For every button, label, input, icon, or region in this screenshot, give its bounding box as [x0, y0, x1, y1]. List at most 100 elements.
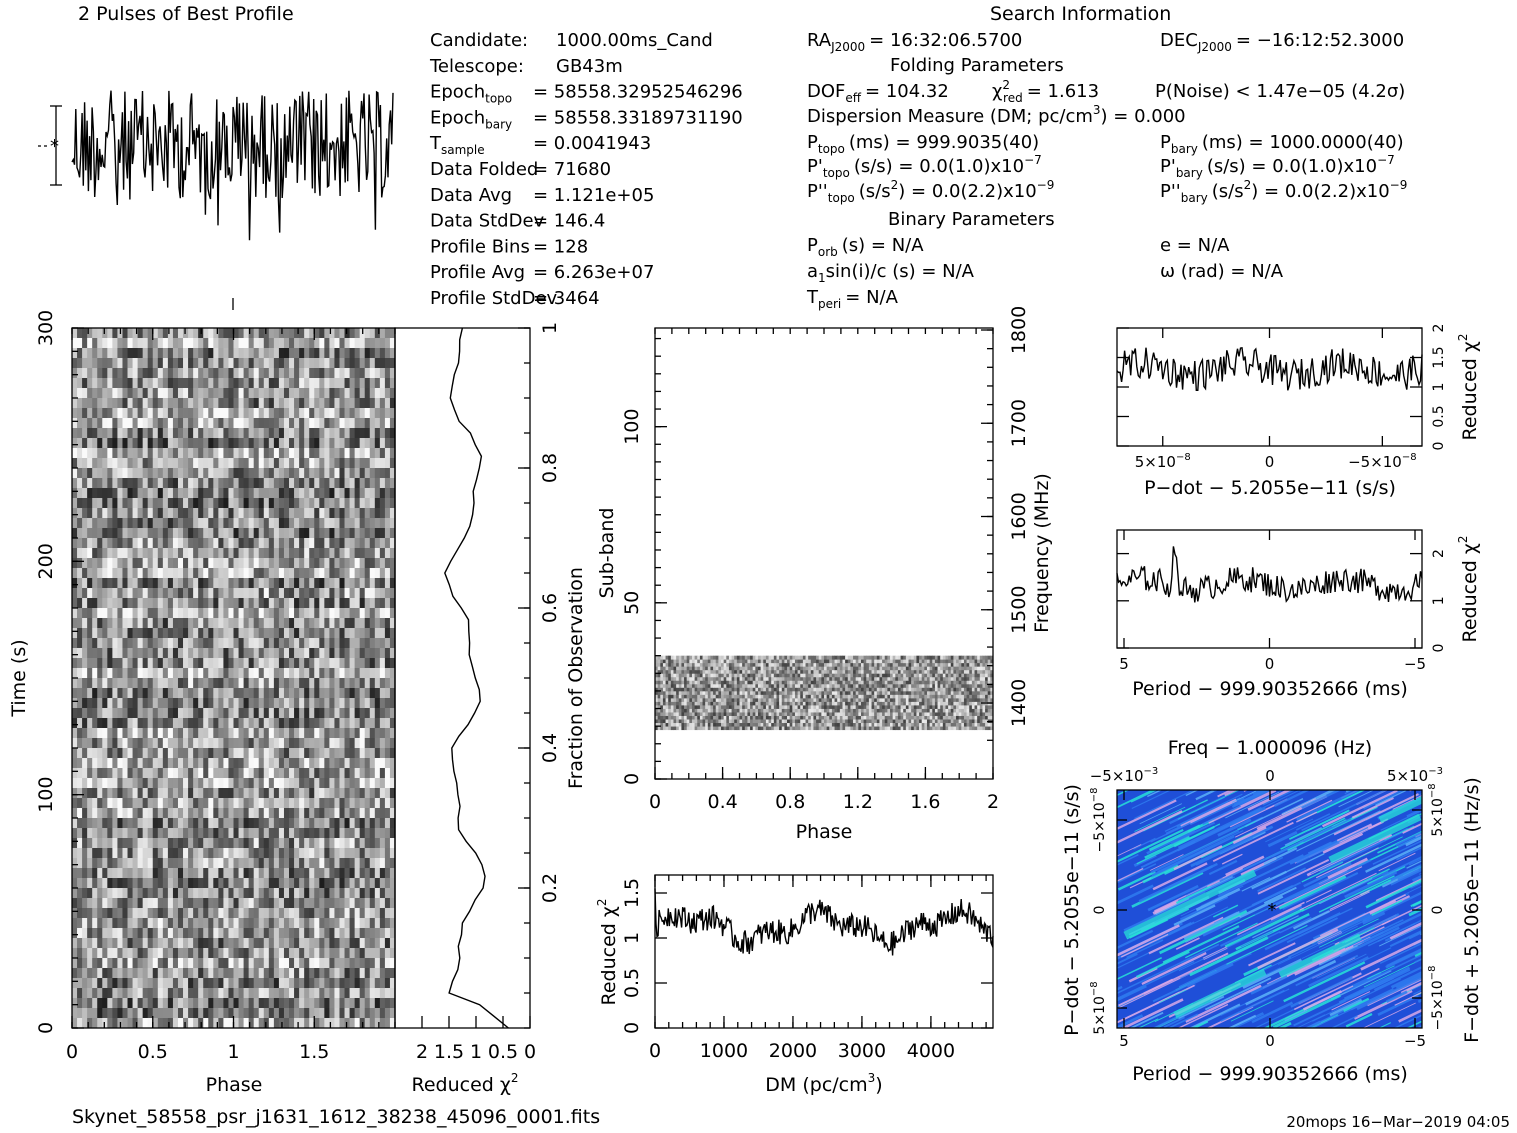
time-phase-cell	[304, 398, 310, 409]
time-phase-cell	[218, 878, 224, 889]
time-phase-cell	[359, 368, 366, 379]
time-phase-cell	[72, 978, 78, 989]
time-phase-cell	[117, 968, 123, 979]
time-phase-cell	[132, 828, 139, 839]
subband-cell	[702, 726, 706, 731]
time-phase-cell	[122, 438, 128, 449]
time-phase-cell	[304, 598, 310, 609]
time-phase-cell	[238, 818, 244, 829]
time-phase-cell	[152, 968, 159, 979]
time-phase-cell	[117, 638, 123, 649]
time-phase-cell	[77, 668, 83, 679]
time-phase-cell	[177, 818, 184, 829]
subband-cell	[860, 722, 865, 727]
time-phase-cell	[97, 868, 103, 879]
time-phase-cell	[309, 448, 315, 459]
time-phase-cell	[299, 438, 305, 449]
time-phase-cell	[374, 578, 381, 589]
time-phase-cell	[319, 808, 325, 819]
time-phase-cell	[299, 988, 305, 999]
time-phase-cell	[309, 758, 315, 769]
time-phase-cell	[324, 808, 330, 819]
time-phase-cell	[162, 358, 169, 369]
time-phase-cell	[364, 618, 371, 629]
time-phase-cell	[132, 438, 139, 449]
time-phase-cell	[142, 338, 149, 349]
time-phase-cell	[384, 998, 391, 1009]
time-phase-cell	[208, 348, 214, 359]
time-phase-cell	[334, 668, 340, 679]
time-phase-cell	[319, 458, 325, 469]
time-phase-cell	[304, 988, 310, 999]
time-phase-cell	[339, 828, 345, 839]
time-phase-cell	[258, 388, 265, 399]
info-row-label: Epochbary	[430, 107, 512, 131]
time-phase-cell	[258, 998, 265, 1009]
time-phase-cell	[374, 668, 381, 679]
time-phase-cell	[203, 738, 209, 749]
time-phase-cell	[147, 728, 154, 739]
info-row-value: = 6.263e+07	[533, 262, 654, 283]
subband-cell	[673, 722, 677, 727]
time-phase-cell	[248, 738, 255, 749]
time-phase-cell	[289, 908, 295, 919]
time-phase-cell	[157, 678, 164, 689]
time-phase-cell	[349, 788, 356, 799]
time-phase-cell	[319, 408, 325, 419]
time-phase-cell	[379, 928, 386, 939]
time-phase-cell	[299, 448, 305, 459]
time-phase-cell	[127, 948, 133, 959]
time-phase-cell	[132, 988, 139, 999]
time-phase-cell	[167, 418, 174, 429]
time-phase-cell	[268, 668, 275, 679]
time-phase-cell	[369, 488, 376, 499]
tp-xtick-label: 1.5	[299, 1041, 329, 1063]
time-phase-cell	[379, 478, 386, 489]
time-phase-cell	[223, 558, 229, 569]
time-phase-cell	[223, 408, 229, 419]
time-phase-cell	[122, 478, 128, 489]
time-phase-cell	[162, 398, 169, 409]
time-phase-cell	[213, 658, 219, 669]
time-phase-cell	[122, 778, 128, 789]
time-phase-cell	[268, 648, 275, 659]
time-phase-cell	[354, 918, 361, 929]
subband-cell	[934, 722, 938, 727]
time-phase-cell	[258, 508, 265, 519]
subband-cell	[731, 722, 735, 727]
time-phase-cell	[319, 868, 325, 879]
time-phase-cell	[208, 738, 214, 749]
time-phase-cell	[339, 978, 345, 989]
time-phase-cell	[243, 788, 250, 799]
time-phase-cell	[314, 808, 320, 819]
time-phase-cell	[389, 508, 396, 519]
time-phase-cell	[289, 488, 295, 499]
time-phase-cell	[132, 718, 139, 729]
tchi-xtick-label: 0.5	[488, 1041, 518, 1063]
time-phase-cell	[258, 658, 265, 669]
time-phase-cell	[334, 438, 340, 449]
time-phase-cell	[198, 808, 204, 819]
time-phase-cell	[92, 748, 98, 759]
time-phase-cell	[268, 1018, 275, 1029]
time-phase-cell	[218, 918, 224, 929]
time-phase-cell	[72, 538, 78, 549]
time-phase-cell	[127, 748, 133, 759]
time-phase-cell	[354, 478, 361, 489]
time-phase-cell	[193, 368, 199, 379]
time-phase-cell	[258, 628, 265, 639]
time-phase-cell	[304, 938, 310, 949]
time-phase-cell	[314, 978, 320, 989]
subband-cell	[787, 719, 791, 724]
time-phase-cell	[167, 868, 174, 879]
subband-cell	[842, 726, 846, 731]
time-phase-cell	[289, 388, 295, 399]
time-phase-cell	[299, 778, 305, 789]
time-phase-cell	[177, 458, 184, 469]
time-phase-cell	[233, 808, 239, 819]
time-phase-cell	[273, 788, 280, 799]
time-phase-cell	[122, 658, 128, 669]
time-phase-cell	[107, 828, 113, 839]
time-phase-cell	[117, 358, 123, 369]
time-phase-cell	[354, 838, 361, 849]
